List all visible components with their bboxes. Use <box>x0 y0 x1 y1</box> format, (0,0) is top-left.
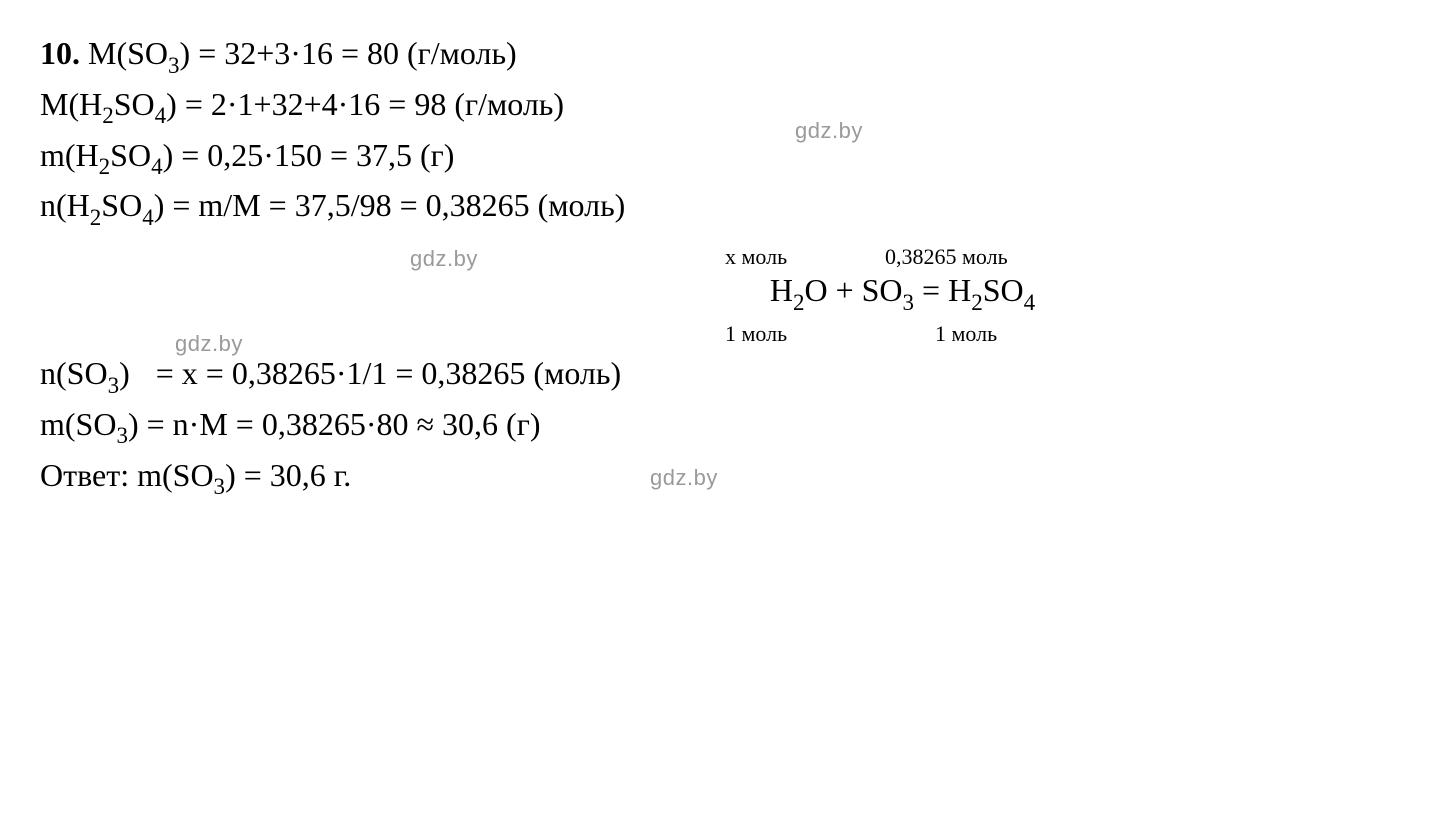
l5-prefix: n(SO <box>40 355 108 391</box>
l1-prefix: M(SO <box>88 35 168 71</box>
eq-h2so4-sub2: 4 <box>1024 289 1036 315</box>
equation-main: H2O + SO3 = H2SO4 <box>40 267 1395 318</box>
watermark-icon: gdz.by <box>175 328 243 360</box>
watermark-icon: gdz.by <box>650 462 718 494</box>
l1-suffix: ) = 32+3·16 = 80 (г/моль) <box>180 35 517 71</box>
eq-so3-sub: 3 <box>903 289 915 315</box>
l4-prefix: n(H <box>40 187 90 223</box>
eq-eq: = H <box>914 272 971 308</box>
l3-sub2: 4 <box>151 153 163 179</box>
eq-h2o-o: O + SO <box>804 272 902 308</box>
l4-sub2: 4 <box>142 204 154 230</box>
anno-top-so3: x моль <box>725 241 787 273</box>
l3-mid1: SO <box>110 137 151 173</box>
l7-suffix: ) = 30,6 г. <box>225 457 351 493</box>
l6-sub: 3 <box>116 422 128 448</box>
l2-suffix: ) = 2·1+32+4·16 = 98 (г/моль) <box>166 86 564 122</box>
anno-top-h2so4: 0,38265 моль <box>885 241 1008 273</box>
line-4: n(H2SO4) = m/M = 37,5/98 = 0,38265 (моль… <box>40 182 1395 233</box>
l7-prefix: Ответ: m(SO <box>40 457 214 493</box>
equation-annotations-top: gdz.by x моль 0,38265 моль <box>40 241 1395 267</box>
line-3: m(H2SO4) = 0,25·150 = 37,5 (г) <box>40 132 1395 183</box>
l2-prefix: M(H <box>40 86 102 122</box>
l5-mid: ) <box>119 355 130 391</box>
l4-suffix: ) = m/M = 37,5/98 = 0,38265 (моль) <box>154 187 626 223</box>
line-2: M(H2SO4) = 2·1+32+4·16 = 98 (г/моль) gdz… <box>40 81 1395 132</box>
watermark-icon: gdz.by <box>795 115 863 147</box>
l4-mid1: SO <box>101 187 142 223</box>
eq-h2o-h: H <box>770 272 793 308</box>
eq-h2o-sub: 2 <box>793 289 805 315</box>
problem-number: 10. <box>40 35 80 71</box>
line-5: n(SO3) gdz.by = x = 0,38265·1/1 = 0,3826… <box>40 350 1395 401</box>
l3-sub1: 2 <box>99 153 111 179</box>
l3-suffix: ) = 0,25·150 = 37,5 (г) <box>163 137 455 173</box>
l2-sub1: 2 <box>102 102 114 128</box>
anno-bot-so3: 1 моль <box>725 318 787 350</box>
line-6: m(SO3) = n·M = 0,38265·80 ≈ 30,6 (г) <box>40 401 1395 452</box>
l3-prefix: m(H <box>40 137 99 173</box>
anno-bot-h2so4: 1 моль <box>935 318 997 350</box>
line-1: 10. M(SO3) = 32+3·16 = 80 (г/моль) <box>40 30 1395 81</box>
line-7: Ответ: m(SO3) = 30,6 г. gdz.by <box>40 452 1395 503</box>
eq-h2so4-sub1: 2 <box>971 289 983 315</box>
l4-sub1: 2 <box>90 204 102 230</box>
watermark-icon: gdz.by <box>410 243 478 275</box>
l6-suffix: ) = n·M = 0,38265·80 ≈ 30,6 (г) <box>128 406 541 442</box>
document-root: 10. M(SO3) = 32+3·16 = 80 (г/моль) M(H2S… <box>40 30 1395 502</box>
eq-h2so4-mid: SO <box>983 272 1024 308</box>
l5-suffix: = x = 0,38265·1/1 = 0,38265 (моль) <box>156 355 621 391</box>
l5-sub: 3 <box>108 372 120 398</box>
l1-sub: 3 <box>168 52 180 78</box>
l7-sub: 3 <box>214 473 226 499</box>
l2-mid1: SO <box>114 86 155 122</box>
equation-annotations-bottom: 1 моль 1 моль <box>40 318 1395 344</box>
l6-prefix: m(SO <box>40 406 116 442</box>
equation-block: gdz.by x моль 0,38265 моль H2O + SO3 = H… <box>40 241 1395 344</box>
l2-sub2: 4 <box>155 102 167 128</box>
